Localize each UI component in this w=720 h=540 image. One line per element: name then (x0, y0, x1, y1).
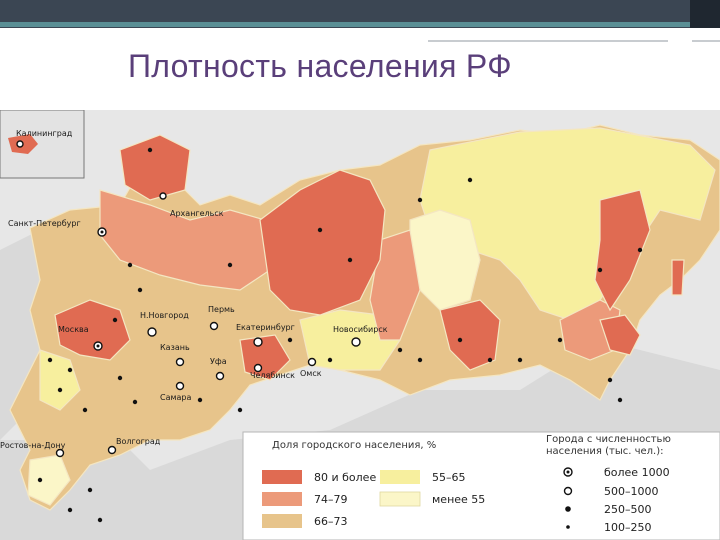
label-arkhangelsk: Архангельск (170, 209, 224, 218)
label-volgograd: Волгоград (116, 437, 161, 446)
region-74-79-northwest (99, 189, 271, 291)
marker-samara (175, 381, 185, 391)
legend-swatch-55-65 (380, 470, 420, 484)
marker-ekaterinburg (253, 337, 263, 347)
label-omsk: Омск (300, 369, 322, 378)
legend-size-100-250: 100–250 (604, 521, 652, 534)
legend-label-74-79: 74–79 (314, 493, 348, 506)
legend-size-500-1000: 500–1000 (604, 485, 659, 498)
slide-title: Плотность населения РФ (128, 48, 512, 84)
label-moscow: Москва (58, 325, 89, 334)
label-perm: Пермь (208, 305, 235, 314)
legend-swatch-74-79 (262, 492, 302, 506)
marker-ufa (215, 371, 225, 381)
marker-kazan (175, 357, 185, 367)
marker-chelyabinsk (253, 363, 263, 373)
region-55-65-caucasus (27, 454, 71, 506)
legend-swatch-under-55 (379, 491, 421, 507)
label-n-novgorod: Н.Новгород (140, 311, 189, 320)
legend-marker-250-500 (565, 506, 571, 512)
region-55-65-west (39, 349, 81, 411)
legend-size-250-500: 250–500 (604, 503, 652, 516)
label-chelyabinsk: Челябинск (250, 371, 295, 380)
marker-arkhangelsk (159, 192, 167, 200)
region-80-sakhalin (671, 259, 685, 296)
kaliningrad-marker (16, 140, 24, 148)
marker-novosibirsk (351, 337, 361, 347)
slide-top-accent (0, 22, 720, 27)
small-city-dots (37, 147, 643, 523)
label-kazan: Казань (160, 343, 190, 352)
title-rule (428, 40, 668, 42)
legend-marker-500-1000 (563, 486, 573, 496)
legend-label-80-plus: 80 и более (314, 471, 376, 484)
label-kaliningrad: Калининград (16, 129, 73, 138)
label-ekaterinburg: Екатеринбург (236, 323, 295, 332)
legend-swatch-80-plus (262, 470, 302, 484)
city-markers (55, 192, 361, 458)
region-80-murmansk (119, 134, 191, 201)
region-80-komi-yamal (259, 169, 386, 316)
region-80-kemerovo (439, 299, 501, 371)
legend-cities-heading-1: Города с численностью (546, 434, 671, 445)
legend-marker-over-1000-dot (566, 470, 570, 474)
legend-label-66-73: 66–73 (314, 515, 348, 528)
legend-cities-heading-2: населения (тыс. чел.): (546, 446, 663, 457)
marker-st-petersburg-dot (100, 230, 104, 234)
legend-marker-100-250 (566, 525, 570, 529)
legend-size-over-1000: более 1000 (604, 466, 670, 479)
label-novosibirsk: Новосибирск (333, 325, 388, 334)
label-samara: Самара (160, 393, 192, 402)
region-80-primorye (599, 314, 641, 356)
legend-swatch-66-73 (262, 514, 302, 528)
region-80-center (54, 299, 131, 361)
label-rostov: Ростов-на-Дону (0, 441, 66, 450)
legend-box (242, 431, 720, 540)
legend-share-heading: Доля городского населения, % (272, 440, 436, 451)
russia-urban-population-map: Калининград (0, 110, 720, 540)
marker-omsk (307, 357, 317, 367)
marker-perm (209, 321, 219, 331)
marker-volgograd (107, 445, 117, 455)
region-74-79-siberia (369, 229, 421, 341)
legend-label-under-55: менее 55 (432, 493, 485, 506)
title-rule-right (692, 40, 720, 42)
label-ufa: Уфа (210, 357, 227, 366)
region-80-urals (239, 334, 291, 381)
marker-n-novgorod (147, 327, 157, 337)
marker-rostov (55, 448, 65, 458)
label-st-petersburg: Санкт-Петербург (8, 219, 81, 228)
legend-label-55-65: 55–65 (432, 471, 466, 484)
region-80-magadan (594, 189, 651, 312)
marker-moscow-dot (96, 344, 100, 348)
legend: Доля городского населения, % 80 и более … (242, 431, 720, 540)
region-55-65-south (299, 309, 401, 371)
slide-top-corner (690, 0, 720, 28)
